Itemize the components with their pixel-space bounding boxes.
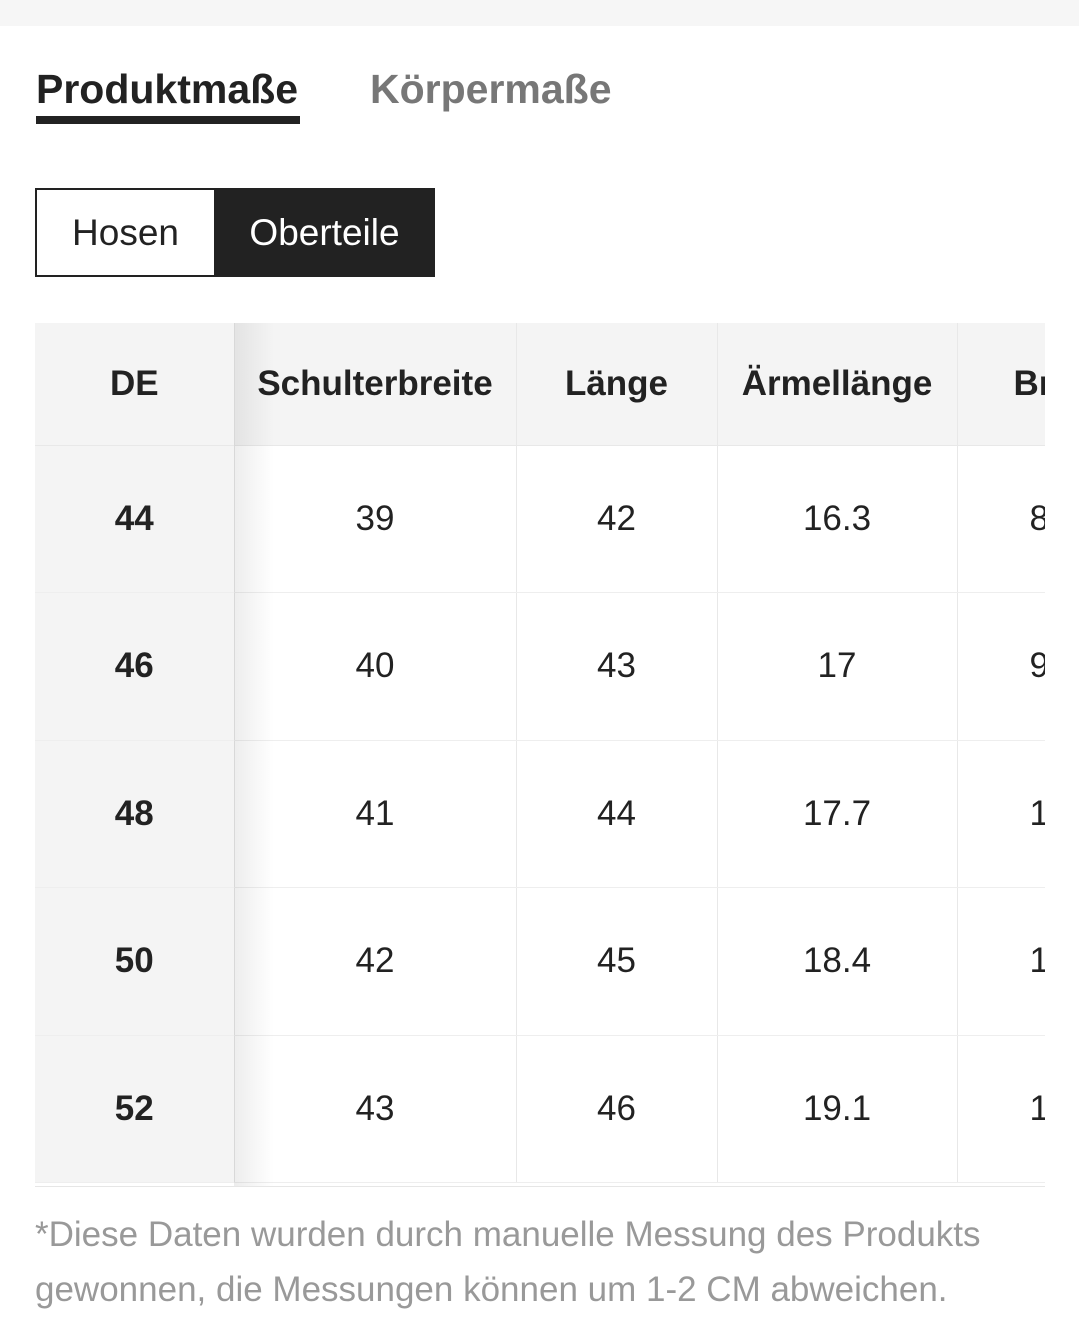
size-cell: 50 [35, 887, 235, 1036]
oberteile-button[interactable]: Oberteile [214, 188, 435, 277]
table-cell: 1 [957, 1035, 1045, 1183]
table-cell: 39 [234, 445, 517, 593]
table-header-row: DE Schulterbreite Länge Ärmellänge Br [35, 323, 1045, 446]
hosen-button[interactable]: Hosen [35, 188, 214, 277]
table-cell: 8 [957, 445, 1045, 593]
table-cell: 19.1 [717, 1035, 958, 1183]
active-tab-underline [36, 116, 300, 124]
size-cell: 48 [35, 740, 235, 888]
column-header-laenge: Länge [516, 323, 718, 446]
table-cell: 16.3 [717, 445, 958, 593]
table-row: 44 39 42 16.3 8 [35, 445, 1045, 593]
table-cell: 42 [516, 445, 718, 593]
top-strip [0, 0, 1079, 26]
table-cell: 17.7 [717, 740, 958, 888]
column-header-schulterbreite: Schulterbreite [234, 323, 517, 446]
column-header-aermellaenge: Ärmellänge [717, 323, 958, 446]
table-row: 52 43 46 19.1 1 [35, 1035, 1045, 1183]
column-header-br: Br [957, 323, 1045, 446]
tab-koerpermasse[interactable]: Körpermaße [370, 66, 612, 112]
category-toggle: Hosen Oberteile [35, 188, 435, 277]
table-row: 50 42 45 18.4 1 [35, 887, 1045, 1036]
table-cell: 45 [516, 887, 718, 1036]
table-cell: 1 [957, 887, 1045, 1036]
column-header-de: DE [35, 323, 235, 446]
size-cell: 46 [35, 592, 235, 741]
table-cell: 43 [516, 592, 718, 741]
table-cell: 17 [717, 592, 958, 741]
table-cell: 1 [957, 740, 1045, 888]
tab-produktmasse[interactable]: Produktmaße [36, 66, 298, 112]
table-cell: 46 [516, 1035, 718, 1183]
table-cell: 41 [234, 740, 517, 888]
table-cell: 43 [234, 1035, 517, 1183]
table-cell: 9 [957, 592, 1045, 741]
size-table-scroll[interactable]: DE Schulterbreite Länge Ärmellänge Br 44… [35, 323, 1045, 1187]
table-cell: 44 [516, 740, 718, 888]
table-row: 48 41 44 17.7 1 [35, 740, 1045, 888]
size-cell: 44 [35, 445, 235, 593]
table-cell: 18.4 [717, 887, 958, 1036]
table-cell: 42 [234, 887, 517, 1036]
measurement-disclaimer: *Diese Daten wurden durch manuelle Messu… [35, 1215, 981, 1309]
table-cell: 40 [234, 592, 517, 741]
table-row: 46 40 43 17 9 [35, 592, 1045, 741]
size-cell: 52 [35, 1035, 235, 1183]
size-table: DE Schulterbreite Länge Ärmellänge Br 44… [35, 323, 1045, 1183]
